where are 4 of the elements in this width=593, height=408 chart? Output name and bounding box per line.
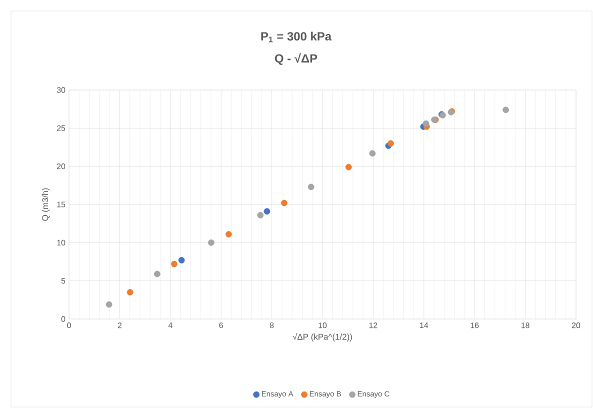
chart-title: P$_{1}$ = 300 kPa (261, 32, 332, 42)
chart-subtitle: Q - √ΔP (274, 53, 318, 65)
x-axis-title: √ΔP (kPa^(1/2)) (292, 333, 352, 342)
y-axis-title: Q (m3/h) (42, 188, 50, 221)
